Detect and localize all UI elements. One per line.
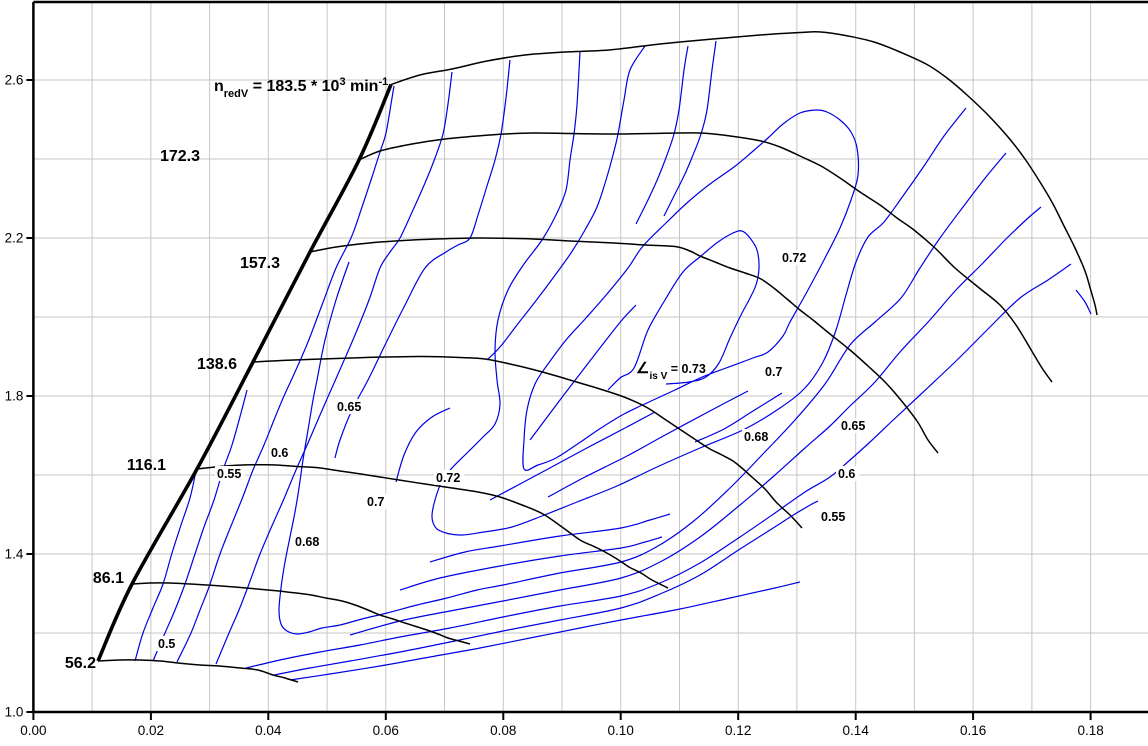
- svg-text:0.7: 0.7: [367, 495, 384, 509]
- svg-text:0.12: 0.12: [725, 723, 751, 738]
- svg-text:0.5: 0.5: [158, 637, 175, 651]
- svg-text:0.72: 0.72: [782, 251, 806, 265]
- svg-text:0.18: 0.18: [1077, 723, 1103, 738]
- svg-text:0.10: 0.10: [608, 723, 634, 738]
- svg-text:0.6: 0.6: [838, 467, 855, 481]
- svg-text:0.65: 0.65: [337, 400, 361, 414]
- svg-text:0.14: 0.14: [843, 723, 870, 738]
- svg-text:172.3: 172.3: [160, 148, 200, 165]
- svg-text:0.55: 0.55: [821, 510, 845, 524]
- svg-text:0.6: 0.6: [271, 446, 288, 460]
- svg-text:0.06: 0.06: [373, 723, 399, 738]
- svg-text:0.65: 0.65: [841, 419, 865, 433]
- svg-text:0.16: 0.16: [960, 723, 986, 738]
- svg-text:0.08: 0.08: [490, 723, 516, 738]
- svg-text:2.6: 2.6: [5, 73, 24, 88]
- svg-text:86.1: 86.1: [93, 570, 124, 587]
- svg-text:56.2: 56.2: [65, 655, 96, 672]
- svg-text:0.04: 0.04: [255, 723, 282, 738]
- svg-text:0.68: 0.68: [295, 535, 319, 549]
- svg-text:0.68: 0.68: [744, 430, 768, 444]
- svg-text:116.1: 116.1: [127, 457, 166, 474]
- svg-text:0.55: 0.55: [217, 467, 241, 481]
- svg-text:157.3: 157.3: [240, 255, 280, 272]
- svg-text:2.2: 2.2: [5, 231, 24, 246]
- svg-text:0.00: 0.00: [20, 723, 46, 738]
- svg-text:0.02: 0.02: [138, 723, 164, 738]
- svg-text:138.6: 138.6: [197, 356, 237, 373]
- svg-text:1.0: 1.0: [5, 705, 24, 720]
- svg-text:1.4: 1.4: [5, 547, 24, 562]
- svg-text:0.72: 0.72: [436, 471, 460, 485]
- svg-text:0.7: 0.7: [765, 365, 782, 379]
- svg-text:1.8: 1.8: [5, 389, 24, 404]
